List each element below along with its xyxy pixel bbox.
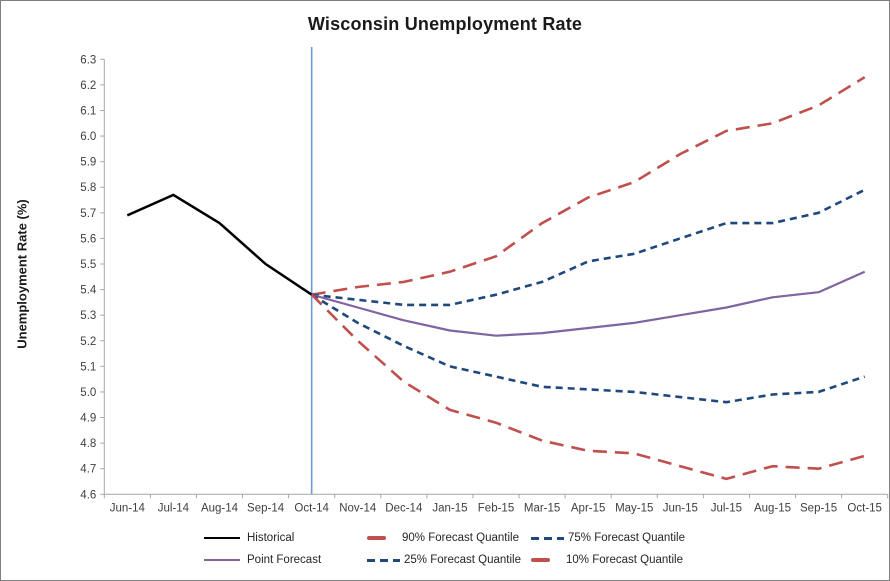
svg-text:6.2: 6.2 bbox=[80, 80, 96, 92]
svg-text:4.8: 4.8 bbox=[80, 438, 96, 450]
svg-text:May-15: May-15 bbox=[615, 502, 653, 514]
svg-text:Oct-15: Oct-15 bbox=[847, 502, 882, 514]
svg-text:5.0: 5.0 bbox=[80, 387, 96, 399]
svg-text:6.3: 6.3 bbox=[80, 54, 96, 66]
svg-text:5.3: 5.3 bbox=[80, 310, 96, 322]
svg-text:Jul-14: Jul-14 bbox=[158, 502, 190, 514]
svg-text:5.2: 5.2 bbox=[80, 336, 96, 348]
svg-text:4.9: 4.9 bbox=[80, 413, 96, 425]
svg-text:Aug-14: Aug-14 bbox=[201, 502, 239, 514]
svg-text:Sep-15: Sep-15 bbox=[800, 502, 837, 514]
svg-text:6.0: 6.0 bbox=[80, 131, 96, 143]
svg-text:5.6: 5.6 bbox=[80, 233, 96, 245]
svg-text:Oct-14: Oct-14 bbox=[294, 502, 329, 514]
svg-text:Jan-15: Jan-15 bbox=[432, 502, 467, 514]
svg-text:Apr-15: Apr-15 bbox=[571, 502, 606, 514]
svg-text:Jul-15: Jul-15 bbox=[711, 502, 742, 514]
svg-text:5.8: 5.8 bbox=[80, 182, 96, 194]
chart-title: Wisconsin Unemployment Rate bbox=[307, 14, 583, 34]
svg-text:Nov-14: Nov-14 bbox=[339, 502, 377, 514]
svg-text:4.6: 4.6 bbox=[80, 489, 96, 501]
svg-text:6.1: 6.1 bbox=[80, 105, 96, 117]
svg-text:Feb-15: Feb-15 bbox=[478, 502, 514, 514]
svg-text:5.5: 5.5 bbox=[80, 259, 96, 271]
svg-text:5.4: 5.4 bbox=[80, 285, 97, 297]
svg-text:Aug-15: Aug-15 bbox=[754, 502, 791, 514]
svg-text:4.7: 4.7 bbox=[80, 464, 96, 476]
svg-text:Mar-15: Mar-15 bbox=[524, 502, 560, 514]
svg-text:5.1: 5.1 bbox=[80, 361, 96, 373]
svg-text:5.9: 5.9 bbox=[80, 157, 96, 169]
svg-text:Jun-14: Jun-14 bbox=[110, 502, 146, 514]
svg-text:Jun-15: Jun-15 bbox=[663, 502, 698, 514]
svg-text:Dec-14: Dec-14 bbox=[385, 502, 423, 514]
svg-text:Sep-14: Sep-14 bbox=[247, 502, 285, 514]
svg-text:5.7: 5.7 bbox=[80, 208, 96, 220]
